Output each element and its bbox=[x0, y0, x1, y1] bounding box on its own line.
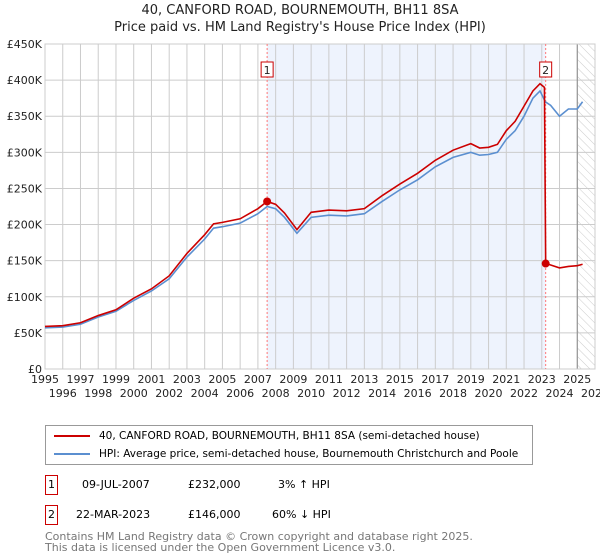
sale-badge-label: 2 bbox=[542, 64, 549, 77]
y-tick-label: £250K bbox=[7, 182, 43, 195]
x-tick-label: 2025 bbox=[563, 373, 591, 386]
y-tick-label: £400K bbox=[7, 74, 43, 87]
sale-point bbox=[541, 259, 550, 268]
x-tick-label: 2015 bbox=[386, 373, 414, 386]
x-tick-label: 2023 bbox=[528, 373, 556, 386]
transaction-row: 1 09-JUL-2007 £232,000 3% ↑ HPI bbox=[45, 475, 495, 495]
y-tick-label: £150K bbox=[7, 255, 43, 268]
x-tick-label: 2009 bbox=[279, 373, 307, 386]
x-tick-label: 2017 bbox=[421, 373, 449, 386]
x-tick-label: 2002 bbox=[155, 387, 183, 400]
sale-badge bbox=[539, 61, 553, 78]
x-tick-label: 2011 bbox=[315, 373, 343, 386]
y-tick-label: £0 bbox=[28, 363, 42, 376]
hpi-line bbox=[44, 89, 584, 329]
x-tick-label: 2022 bbox=[510, 387, 538, 400]
x-tick-label: 2012 bbox=[333, 387, 361, 400]
sale-badge bbox=[260, 61, 274, 78]
x-tick-label: 2007 bbox=[244, 373, 272, 386]
x-tick-label: 2018 bbox=[439, 387, 467, 400]
x-tick-label: 2019 bbox=[457, 373, 485, 386]
transaction-date: 22-MAR-2023 bbox=[76, 508, 151, 521]
x-tick-label: 2004 bbox=[191, 387, 219, 400]
marker-badge: 1 bbox=[45, 475, 58, 495]
sale-period-shade bbox=[267, 44, 546, 369]
footer-line-1: Contains HM Land Registry data © Crown c… bbox=[45, 530, 473, 543]
sale-point bbox=[263, 197, 272, 206]
x-tick-label: 1998 bbox=[84, 387, 112, 400]
legend-item-hpi: HPI: Average price, semi-detached house,… bbox=[54, 446, 518, 462]
transaction-date: 09-JUL-2007 bbox=[82, 478, 150, 491]
x-tick-label: 2000 bbox=[120, 387, 148, 400]
y-tick-label: £450K bbox=[7, 38, 43, 51]
title-line-2: Price paid vs. HM Land Registry's House … bbox=[114, 20, 486, 35]
x-tick-label: 1996 bbox=[49, 387, 77, 400]
x-tick-label: 2021 bbox=[492, 373, 520, 386]
x-tick-label: 2003 bbox=[173, 373, 201, 386]
x-tick-label: 1999 bbox=[102, 373, 130, 386]
marker-badge: 2 bbox=[45, 505, 58, 525]
x-tick-label: 2024 bbox=[546, 387, 574, 400]
legend-swatch-blue bbox=[54, 453, 90, 455]
title-line-1: 40, CANFORD ROAD, BOURNEMOUTH, BH11 8SA bbox=[141, 3, 459, 18]
x-tick-label: 2008 bbox=[262, 387, 290, 400]
legend-label: HPI: Average price, semi-detached house,… bbox=[99, 448, 519, 460]
x-tick-label: 1997 bbox=[66, 373, 94, 386]
x-tick-label: 2001 bbox=[137, 373, 165, 386]
y-tick-label: £350K bbox=[7, 110, 43, 123]
legend-label: 40, CANFORD ROAD, BOURNEMOUTH, BH11 8SA … bbox=[99, 430, 480, 442]
y-tick-label: £100K bbox=[7, 291, 43, 304]
transaction-hpi: 3% ↑ HPI bbox=[278, 478, 330, 491]
x-tick-label: 2014 bbox=[368, 387, 396, 400]
transaction-price: £146,000 bbox=[188, 508, 241, 521]
x-tick-label: 2006 bbox=[226, 387, 254, 400]
plot-frame bbox=[44, 43, 596, 370]
x-tick-label: 2013 bbox=[350, 373, 378, 386]
x-tick-label: 2020 bbox=[475, 387, 503, 400]
transaction-price: £232,000 bbox=[188, 478, 241, 491]
x-tick-label: 2026 bbox=[581, 387, 600, 400]
y-tick-label: £200K bbox=[7, 219, 43, 232]
legend-item-property: 40, CANFORD ROAD, BOURNEMOUTH, BH11 8SA … bbox=[54, 428, 480, 444]
transaction-row: 2 22-MAR-2023 £146,000 60% ↓ HPI bbox=[45, 505, 495, 525]
chart-title: 40, CANFORD ROAD, BOURNEMOUTH, BH11 8SA … bbox=[0, 2, 600, 36]
property-line bbox=[44, 82, 583, 328]
footer: Contains HM Land Registry data © Crown c… bbox=[45, 531, 473, 553]
x-tick-label: 2016 bbox=[404, 387, 432, 400]
sale-badge-label: 1 bbox=[264, 64, 271, 77]
x-tick-label: 2010 bbox=[297, 387, 325, 400]
legend-swatch-red bbox=[54, 435, 90, 437]
transaction-hpi: 60% ↓ HPI bbox=[272, 508, 331, 521]
forecast-hatch bbox=[577, 44, 595, 369]
legend: 40, CANFORD ROAD, BOURNEMOUTH, BH11 8SA … bbox=[45, 425, 533, 465]
x-tick-label: 1995 bbox=[31, 373, 59, 386]
footer-line-2: This data is licensed under the Open Gov… bbox=[45, 541, 396, 554]
price-chart: 1995199619971998199920002001200220032004… bbox=[7, 38, 600, 400]
y-tick-label: £50K bbox=[14, 327, 43, 340]
x-tick-label: 2005 bbox=[208, 373, 236, 386]
y-tick-label: £300K bbox=[7, 146, 43, 159]
